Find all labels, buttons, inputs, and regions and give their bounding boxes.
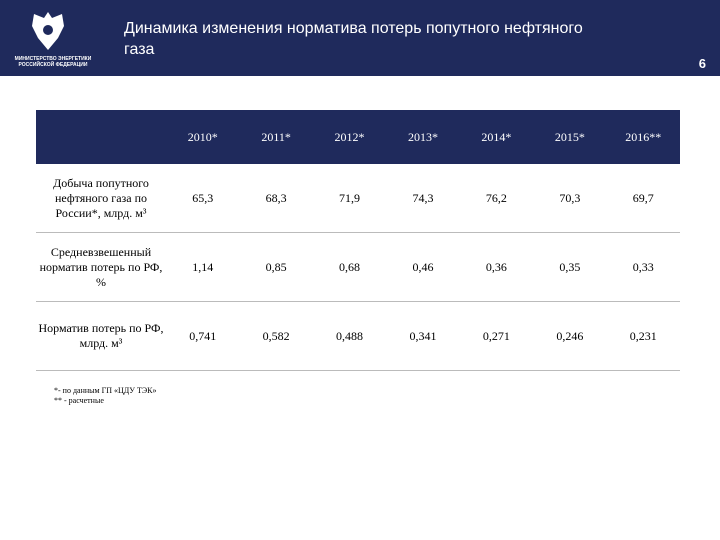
footnote: *- по данным ГП «ЦДУ ТЭК» bbox=[54, 386, 157, 395]
row-label: Добыча попутного нефтяного газа по Росси… bbox=[36, 164, 166, 233]
table-row: Норматив потерь по РФ, млрд. м³ 0,741 0,58… bbox=[36, 301, 680, 371]
column-header: 2010* bbox=[166, 110, 240, 164]
table-row: Средневзвешенный норматив потерь по РФ, … bbox=[36, 232, 680, 302]
row-label: Норматив потерь по РФ, млрд. м³ bbox=[36, 301, 166, 371]
column-header: 2013* bbox=[386, 110, 460, 164]
footnotes: *- по данным ГП «ЦДУ ТЭК» ** - расчетные bbox=[54, 386, 156, 406]
cell: 0,68 bbox=[312, 232, 387, 302]
cell: 1,14 bbox=[166, 232, 240, 302]
ministry: МИНИСТЕРСТВО ЭНЕРГЕТИКИ РОССИЙСКОЙ ФЕДЕР… bbox=[14, 56, 92, 68]
cell: 0,46 bbox=[386, 232, 460, 302]
cell: 0,271 bbox=[459, 301, 534, 371]
cell: 0,231 bbox=[606, 301, 680, 371]
cell: 0,741 bbox=[166, 301, 240, 371]
cell: 65,3 bbox=[166, 164, 240, 233]
table-row: Добыча попутного нефтяного газа по Росси… bbox=[36, 164, 680, 233]
cell: 0,36 bbox=[459, 232, 534, 302]
cell: 71,9 bbox=[312, 164, 387, 233]
row-label: Средневзвешенный норматив потерь по РФ, … bbox=[36, 232, 166, 302]
page-number: 6 bbox=[698, 56, 706, 71]
header-band bbox=[0, 0, 720, 76]
cell: 70,3 bbox=[533, 164, 607, 233]
column-header: 2011* bbox=[239, 110, 313, 164]
cell: 0,246 bbox=[533, 301, 607, 371]
title: Динамика изменения норматива потерь попу… bbox=[124, 20, 583, 58]
column-header: 2016** bbox=[606, 110, 680, 164]
data-table: 2010* 2011* 2012* 2013* 2014* 2015* 2016** Доб… bbox=[36, 110, 680, 371]
cell: 0,582 bbox=[239, 301, 313, 371]
column-header: 2014* bbox=[459, 110, 534, 164]
column-header: 2015* bbox=[533, 110, 607, 164]
cell: 0,85 bbox=[239, 232, 313, 302]
cell: 0,488 bbox=[312, 301, 387, 371]
corner-cell bbox=[36, 110, 166, 164]
footnote: ** - расчетные bbox=[54, 396, 104, 405]
cell: 69,7 bbox=[606, 164, 680, 233]
column-header: 2012* bbox=[312, 110, 387, 164]
cell: 68,3 bbox=[239, 164, 313, 233]
cell: 0,33 bbox=[606, 232, 680, 302]
cell: 0,341 bbox=[386, 301, 460, 371]
cell: 0,35 bbox=[533, 232, 607, 302]
cell: 76,2 bbox=[459, 164, 534, 233]
emblem bbox=[32, 12, 64, 50]
cell: 74,3 bbox=[386, 164, 460, 233]
